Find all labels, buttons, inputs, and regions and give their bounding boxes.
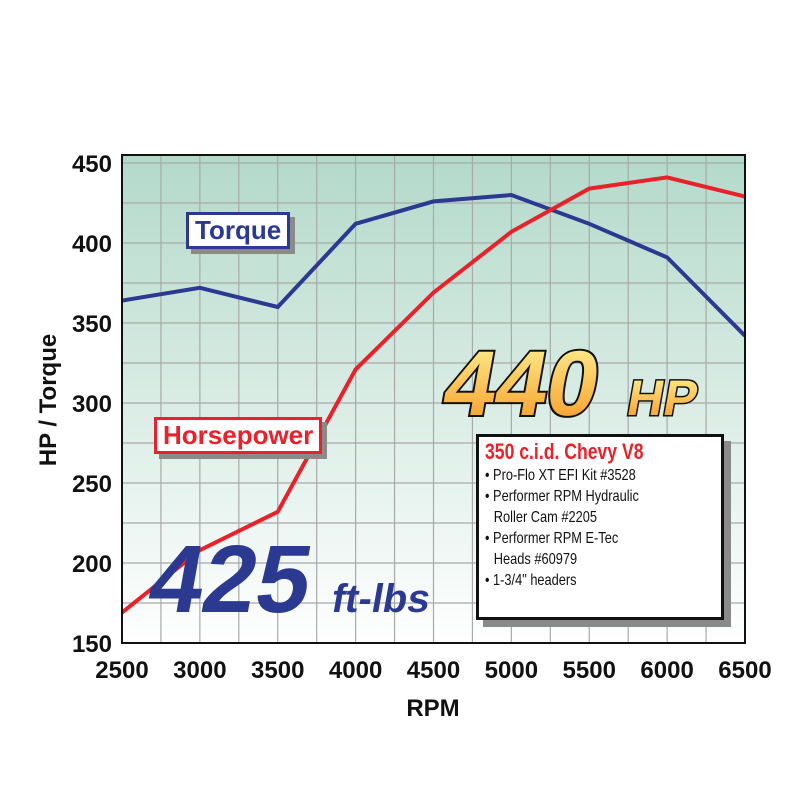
spec-item: Roller Cam #2205: [493, 509, 597, 526]
x-tick-label: 5000: [485, 657, 538, 684]
y-tick-label: 250: [72, 471, 112, 498]
spec-item: Heads #60979: [493, 551, 578, 568]
x-axis-label: RPM: [406, 695, 459, 722]
spec-title: 350 c.i.d. Chevy V8: [485, 439, 644, 464]
legend-torque: Torque: [186, 212, 291, 249]
legend-horsepower: Horsepower: [154, 417, 323, 454]
spec-item: • Pro-Flo XT EFI Kit #3528: [485, 467, 636, 484]
y-tick-label: 350: [72, 311, 112, 338]
spec-box: 350 c.i.d. Chevy V8 • Pro-Flo XT EFI Kit…: [476, 434, 724, 620]
y-tick-label: 300: [72, 391, 112, 418]
x-tick-label: 6500: [718, 657, 771, 684]
y-tick-label: 450: [72, 151, 112, 178]
x-tick-label: 4500: [407, 657, 460, 684]
spec-item: • Performer RPM Hydraulic: [485, 488, 639, 505]
x-tick-label: 5500: [563, 657, 616, 684]
hp-peak-value: 440: [437, 332, 609, 435]
torque-unit: ft-lbs: [328, 576, 434, 621]
series-line-horsepower: [120, 175, 746, 615]
x-tick-label: 3000: [173, 657, 226, 684]
y-tick-label: 150: [72, 631, 112, 658]
y-tick-label: 400: [72, 231, 112, 258]
y-axis-label: HP / Torque: [35, 334, 62, 466]
series-line-torque: [121, 192, 747, 338]
hp-unit: HP: [623, 369, 702, 426]
x-tick-label: 3500: [251, 657, 304, 684]
x-tick-label: 4000: [329, 657, 382, 684]
spec-item: • 1-3/4" headers: [485, 572, 577, 589]
torque-peak-value: 425: [141, 525, 320, 633]
spec-item: • Performer RPM E-Tec: [485, 530, 619, 547]
x-tick-label: 2500: [95, 657, 148, 684]
y-tick-label: 200: [72, 551, 112, 578]
x-tick-label: 6000: [640, 657, 693, 684]
